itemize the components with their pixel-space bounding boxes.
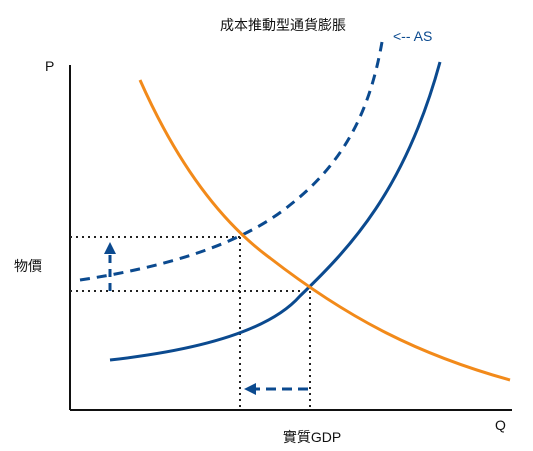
y-axis-label: 物價 — [14, 258, 42, 274]
supply-curve-shifted — [79, 41, 384, 282]
price-rise-arrow-head — [104, 242, 116, 254]
diagram-title: 成本推動型通貨膨脹 — [220, 17, 346, 33]
output-fall-arrow-head — [244, 383, 256, 395]
x-axis-letter: Q — [495, 417, 506, 433]
supply-curve-original — [109, 61, 442, 362]
x-axis-label: 實質GDP — [283, 429, 341, 445]
y-axis-letter: P — [45, 58, 54, 74]
supply-shift-label: <-- AS — [393, 28, 432, 44]
demand-curve — [138, 79, 511, 382]
